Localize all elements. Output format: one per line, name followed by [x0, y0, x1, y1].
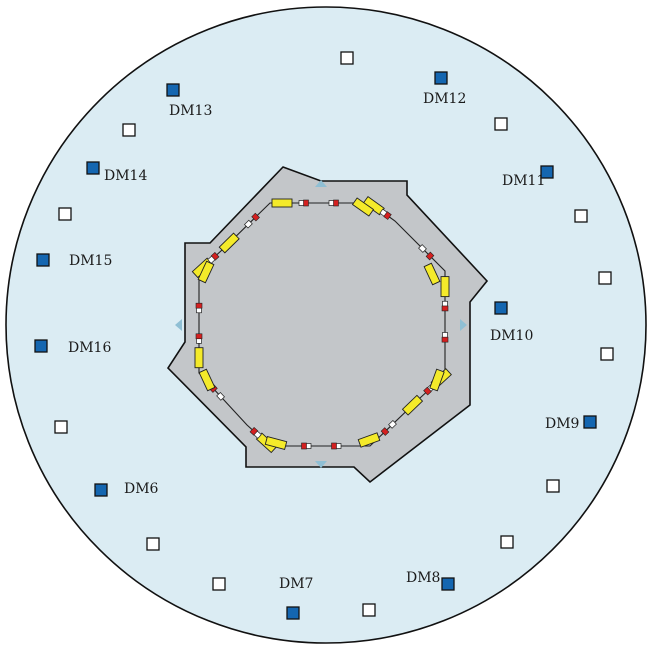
quadrupole-element	[331, 442, 337, 450]
dipole-magnet	[194, 347, 204, 369]
label-dm9: DM9	[545, 416, 579, 432]
empty-positions	[54, 51, 614, 617]
empty-position-icon	[212, 577, 226, 591]
empty-position-icon	[500, 535, 514, 549]
quadrupole-element	[423, 386, 432, 396]
quadrupole-element	[441, 336, 449, 343]
dipole-magnet	[429, 368, 445, 392]
label-dm10: DM10	[490, 328, 533, 344]
diagnostic-element	[388, 420, 397, 429]
diagnostic-element	[216, 392, 225, 401]
detector-dm9-icon[interactable]	[583, 415, 597, 429]
active-detectors	[34, 71, 597, 620]
dipole-magnet	[271, 198, 293, 208]
detector-dm16-icon[interactable]	[34, 339, 48, 353]
triangle-marker-icon	[315, 180, 327, 187]
empty-position-icon	[54, 420, 68, 434]
storage-ring	[191, 195, 452, 454]
dipole-magnet	[401, 394, 424, 416]
shielding-wall	[166, 166, 489, 484]
quadrupole-element	[195, 302, 203, 309]
detector-dm10-icon[interactable]	[494, 301, 508, 315]
dipole-magnet	[440, 276, 450, 298]
diagnostic-element	[244, 219, 253, 229]
dipole-magnet	[198, 368, 216, 392]
dipole-magnet	[351, 197, 375, 217]
dipole-magnet	[218, 232, 240, 254]
detector-dm12-icon[interactable]	[434, 71, 448, 85]
empty-position-icon	[598, 271, 612, 285]
quadrupole-element	[441, 305, 449, 312]
detector-dm14-icon[interactable]	[86, 161, 100, 175]
quadrupole-element	[210, 251, 220, 261]
label-dm6: DM6	[124, 481, 159, 497]
detector-dm13-icon[interactable]	[166, 83, 180, 97]
detector-dm11-icon[interactable]	[540, 165, 554, 179]
dipole-magnet	[197, 260, 215, 284]
empty-position-icon	[362, 603, 376, 617]
detector-dm6-icon[interactable]	[94, 483, 108, 497]
empty-position-icon	[58, 207, 72, 221]
quadrupole-element	[249, 426, 259, 436]
empty-position-icon	[122, 123, 136, 137]
label-dm15: DM15	[69, 253, 112, 269]
empty-position-icon	[340, 51, 354, 65]
dipole-magnet	[264, 435, 288, 451]
label-dm8: DM8	[406, 570, 440, 586]
diagnostic-element	[418, 244, 427, 253]
label-dm12: DM12	[423, 91, 466, 107]
quadrupole-element	[425, 251, 435, 261]
empty-position-icon	[146, 537, 160, 551]
detector-dm15-icon[interactable]	[36, 253, 50, 267]
quadrupole-element	[195, 333, 203, 340]
triangle-marker-icon	[315, 461, 327, 468]
triangle-marker-icon	[460, 319, 467, 331]
quadrupole-element	[301, 442, 307, 450]
quadrupole-element	[251, 212, 260, 222]
label-dm14: DM14	[104, 168, 147, 184]
quadrupole-element	[303, 199, 309, 207]
empty-position-icon	[494, 117, 508, 131]
label-dm13: DM13	[169, 103, 212, 119]
detector-dm7-icon[interactable]	[286, 606, 300, 620]
label-dm11: DM11	[502, 173, 545, 189]
empty-position-icon	[546, 479, 560, 493]
empty-position-icon	[574, 209, 588, 223]
label-dm16: DM16	[68, 340, 111, 356]
detector-labels: DM6 DM7 DM8 DM9 DM10 DM11 DM12 DM13 DM14…	[68, 91, 579, 592]
quadrupole-element	[383, 211, 392, 220]
empty-position-icon	[600, 347, 614, 361]
quadrupole-element	[380, 427, 390, 436]
triangle-marker-icon	[175, 319, 182, 331]
dipole-magnet	[357, 432, 381, 448]
label-dm7: DM7	[279, 576, 313, 592]
detector-dm8-icon[interactable]	[441, 577, 455, 591]
quadrupole-element	[333, 199, 339, 207]
dipole-magnet	[423, 262, 441, 286]
